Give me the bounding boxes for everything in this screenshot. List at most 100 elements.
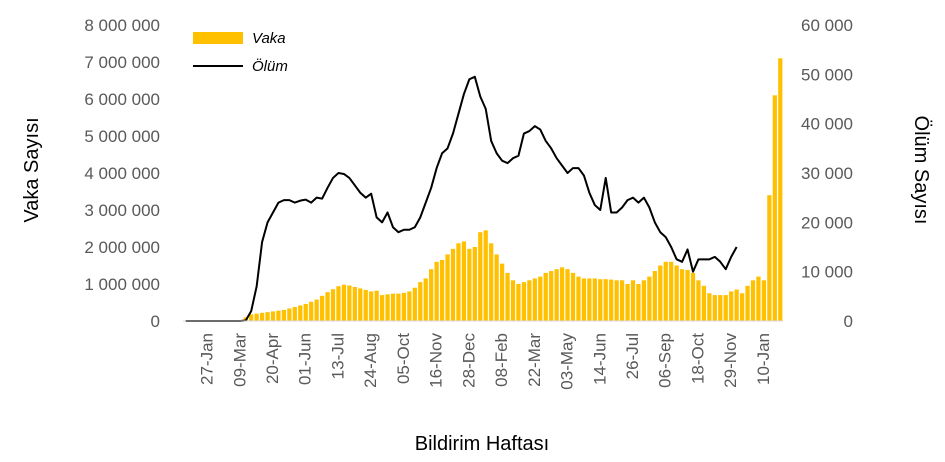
x-tick-label: 18-Oct bbox=[689, 333, 708, 384]
bar-vaka bbox=[347, 285, 352, 321]
bar-vaka bbox=[679, 269, 685, 321]
x-axis-title: Bildirim Haftası bbox=[415, 433, 549, 455]
bar-vaka bbox=[576, 276, 581, 321]
bar-vaka bbox=[538, 276, 543, 321]
bar-vaka bbox=[723, 295, 728, 321]
bar-vaka bbox=[259, 312, 265, 321]
bar-vaka bbox=[614, 280, 619, 321]
bar-vaka bbox=[418, 282, 423, 321]
bar-vaka bbox=[718, 295, 723, 321]
bar-vaka bbox=[745, 285, 750, 321]
x-tick-label: 09-Mar bbox=[230, 333, 249, 387]
y-tick-label: 3 000 000 bbox=[84, 201, 160, 220]
bar-vaka bbox=[450, 248, 456, 321]
bar-vaka bbox=[778, 58, 783, 322]
y-tick-label: 7 000 000 bbox=[84, 53, 160, 72]
bar-vaka bbox=[658, 265, 663, 321]
legend-label-vaka: Vaka bbox=[252, 30, 286, 47]
bar-vaka bbox=[374, 290, 379, 321]
bar-vaka bbox=[309, 301, 314, 321]
x-tick-label: 05-Oct bbox=[394, 333, 413, 384]
bar-vaka bbox=[505, 272, 510, 321]
bar-vaka bbox=[330, 289, 336, 321]
bar-vaka bbox=[554, 269, 559, 321]
bar-vaka bbox=[292, 306, 297, 321]
x-tick-label: 14-Jun bbox=[590, 333, 609, 385]
bar-vaka bbox=[559, 267, 565, 321]
bar-vaka bbox=[478, 232, 483, 321]
bar-vaka bbox=[625, 284, 630, 321]
y2-tick-label: 60 000 bbox=[801, 16, 853, 35]
x-axis: 27-Jan 09-Mar 20-Apr 01-Jun 13-Jul 24-Aug 05-O… bbox=[198, 333, 773, 390]
bar-vaka bbox=[696, 280, 701, 321]
bar-vaka bbox=[663, 261, 668, 321]
legend-label-olum: Ölüm bbox=[252, 57, 288, 75]
bar-vaka bbox=[276, 310, 281, 321]
y2-tick-label: 10 000 bbox=[801, 263, 853, 282]
bar-vaka bbox=[761, 280, 767, 321]
x-tick-label: 29-Nov bbox=[721, 333, 740, 388]
y-tick-label: 4 000 000 bbox=[84, 164, 160, 183]
bar-vaka bbox=[341, 284, 347, 321]
bar-vaka bbox=[690, 272, 696, 321]
bar-vaka bbox=[494, 254, 499, 321]
y2-tick-label: 30 000 bbox=[801, 164, 853, 183]
bar-vaka bbox=[630, 280, 636, 321]
bar-vaka bbox=[712, 295, 717, 321]
bar-series-vaka bbox=[238, 58, 783, 322]
bar-vaka bbox=[592, 278, 597, 321]
bar-vaka bbox=[472, 247, 477, 321]
y-axis-right: 0 10 000 20 000 30 000 40 000 50 000 60 000 bbox=[801, 16, 853, 331]
bar-vaka bbox=[750, 280, 756, 321]
bar-vaka bbox=[669, 261, 674, 321]
y-tick-label: 0 bbox=[151, 312, 160, 331]
x-tick-label: 24-Aug bbox=[361, 333, 380, 388]
y-tick-label: 5 000 000 bbox=[84, 127, 160, 146]
bar-vaka bbox=[314, 299, 319, 321]
bar-vaka bbox=[739, 293, 745, 321]
x-tick-label: 10-Jan bbox=[754, 333, 773, 385]
bar-vaka bbox=[729, 291, 734, 321]
bar-vaka bbox=[461, 241, 467, 321]
bar-vaka bbox=[265, 312, 270, 321]
bar-vaka bbox=[587, 278, 592, 321]
y-axis-title: Vaka Sayısı bbox=[21, 117, 43, 222]
bar-vaka bbox=[565, 269, 570, 321]
x-tick-label: 20-Apr bbox=[263, 333, 282, 384]
bar-vaka bbox=[325, 292, 330, 321]
x-tick-label: 16-Nov bbox=[427, 333, 446, 388]
bar-vaka bbox=[287, 308, 292, 321]
y2-axis-title: Ölüm Sayısı bbox=[910, 116, 932, 225]
bar-vaka bbox=[467, 248, 472, 321]
bar-vaka bbox=[369, 291, 374, 321]
bar-vaka bbox=[429, 269, 434, 321]
bar-vaka bbox=[652, 271, 657, 321]
legend: Vaka Ölüm bbox=[193, 30, 288, 75]
bar-vaka bbox=[581, 278, 587, 321]
bar-vaka bbox=[516, 284, 521, 321]
bar-vaka bbox=[734, 289, 739, 321]
bar-vaka bbox=[401, 292, 407, 321]
y2-tick-label: 50 000 bbox=[801, 65, 853, 84]
x-tick-label: 03-May bbox=[558, 333, 577, 390]
bar-vaka bbox=[603, 279, 608, 321]
bar-vaka bbox=[249, 314, 254, 321]
bar-vaka bbox=[434, 261, 439, 321]
line-series-olum bbox=[185, 75, 738, 322]
x-tick-label: 27-Jan bbox=[198, 333, 217, 385]
bar-vaka bbox=[319, 295, 325, 321]
bar-vaka bbox=[532, 278, 537, 321]
y2-tick-label: 40 000 bbox=[801, 115, 853, 134]
bar-vaka bbox=[685, 269, 690, 321]
bar-vaka bbox=[385, 294, 390, 321]
x-tick-label: 01-Jun bbox=[296, 333, 315, 385]
bar-vaka bbox=[570, 272, 576, 321]
bar-vaka bbox=[270, 311, 276, 321]
legend-swatch-vaka bbox=[193, 32, 243, 44]
bar-vaka bbox=[379, 295, 385, 321]
bar-vaka bbox=[527, 280, 532, 321]
bar-vaka bbox=[674, 265, 679, 321]
y2-tick-label: 0 bbox=[844, 312, 853, 331]
bar-vaka bbox=[549, 271, 554, 321]
